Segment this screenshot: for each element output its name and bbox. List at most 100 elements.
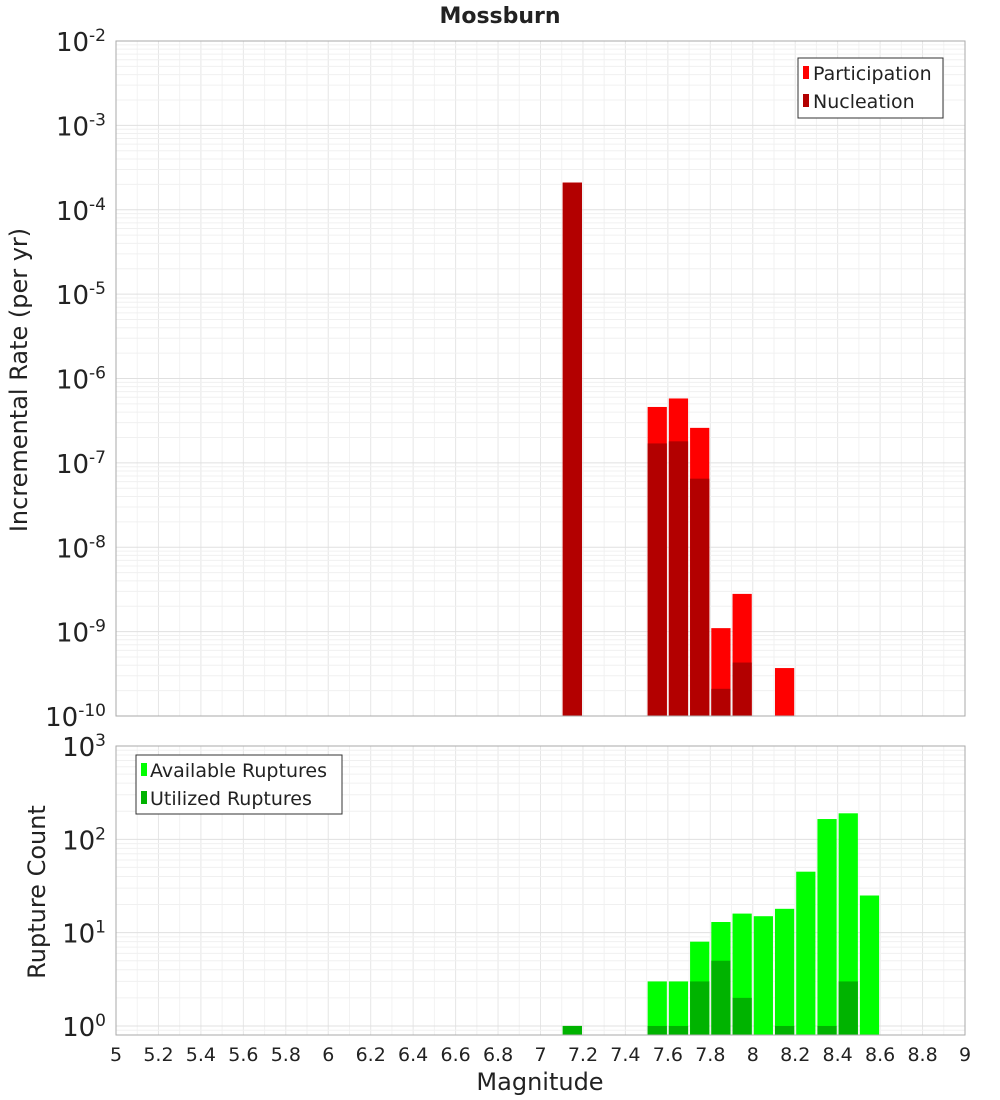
x-tick-label: 5.6 [228, 1044, 258, 1066]
count-bar-available [774, 908, 795, 1035]
rate-y-tick-exponent: -6 [89, 364, 106, 384]
rate-y-tick-base: 10 [56, 112, 89, 142]
x-tick-label: 6.4 [398, 1044, 428, 1066]
rate-y-tick-base: 10 [56, 28, 89, 58]
x-tick-label: 7 [534, 1044, 546, 1066]
rate-y-tick-label: 10-6 [56, 364, 106, 396]
count-legend-box [135, 754, 343, 815]
chart-title: Mossburn [439, 4, 560, 29]
count-bar-available [859, 895, 880, 1035]
x-tick-label: 8.8 [907, 1044, 937, 1066]
x-tick-label: 7.6 [653, 1044, 683, 1066]
count-bar-available [817, 819, 837, 1035]
count-bars [562, 813, 880, 1035]
count-y-tick-base: 10 [62, 1013, 95, 1043]
rate-y-tick-base: 10 [56, 281, 89, 311]
count-bar-utilized [690, 981, 710, 1035]
rate-grid [115, 41, 966, 717]
rate-y-tick-exponent: -3 [89, 110, 106, 130]
rate-y-tick-label: 10-5 [56, 279, 106, 311]
count-y-tick-exponent: 0 [95, 1011, 106, 1031]
rate-y-tick-label: 10-8 [56, 532, 106, 564]
count-y-tick-base: 10 [62, 733, 95, 763]
count-y-tick-label: 101 [62, 918, 106, 950]
rate-y-tick-base: 10 [56, 450, 89, 480]
rate-bar-nucleation [732, 662, 752, 716]
x-tick-label: 6.6 [440, 1044, 470, 1066]
available-legend-label: Available Ruptures [150, 760, 327, 782]
rate-y-tick-exponent: -8 [89, 532, 106, 552]
count-bar-utilized [838, 981, 858, 1035]
rate-y-tick-base: 10 [56, 534, 89, 564]
x-tick-label: 7.4 [610, 1044, 640, 1066]
count-y-tick-label: 103 [62, 731, 106, 763]
count-legend: Available Ruptures Utilized Ruptures [135, 754, 343, 815]
count-bar-available [796, 871, 816, 1035]
rate-bar-nucleation [647, 443, 667, 716]
rate-y-tick-exponent: -7 [89, 448, 106, 468]
count-bar-utilized [668, 1025, 689, 1035]
x-tick-label: 7.8 [695, 1044, 725, 1066]
x-axis-title: Magnitude [476, 1068, 603, 1096]
rate-bar-participation [774, 668, 795, 716]
x-tick-label: 8.6 [865, 1044, 895, 1066]
rate-y-tick-label: 10-4 [56, 195, 106, 227]
rate-y-tick-label: 10-10 [45, 701, 106, 733]
rate-bar-nucleation [562, 182, 582, 716]
rate-y-tick-exponent: -9 [89, 617, 106, 637]
count-bar-available [753, 916, 773, 1035]
rate-legend: Participation Nucleation [797, 57, 944, 119]
x-tick-label: 8 [747, 1044, 759, 1066]
available-legend-swatch [141, 763, 147, 776]
rate-y-tick-base: 10 [56, 197, 89, 227]
count-bar-available [668, 981, 689, 1035]
rate-y-axis-title: Incremental Rate (per yr) [5, 228, 33, 532]
x-tick-label: 5.4 [186, 1044, 216, 1066]
rate-y-tick-exponent: -4 [89, 195, 106, 215]
rate-y-tick-label: 10-2 [56, 26, 106, 58]
count-plot-frame [115, 745, 966, 1036]
rate-bar-nucleation [711, 688, 731, 716]
count-y-tick-base: 10 [62, 826, 95, 856]
count-y-tick-label: 100 [62, 1011, 106, 1043]
count-bar-utilized [732, 997, 752, 1035]
count-bar-utilized [817, 1025, 837, 1035]
participation-legend-label: Participation [813, 63, 932, 85]
participation-legend-swatch [803, 66, 809, 79]
count-y-tick-label: 102 [62, 824, 106, 856]
count-bar-available [838, 813, 858, 1035]
rate-y-tick-exponent: -10 [78, 701, 106, 721]
count-bar-utilized [647, 1025, 667, 1035]
count-y-tick-exponent: 1 [95, 918, 106, 938]
nucleation-legend-swatch [803, 94, 809, 107]
rate-y-tick-label: 10-7 [56, 448, 106, 480]
rate-y-tick-base: 10 [56, 366, 89, 396]
x-tick-label: 6.8 [483, 1044, 513, 1066]
x-tick-label: 9 [959, 1044, 971, 1066]
x-tick-label: 8.4 [823, 1044, 853, 1066]
count-y-tick-exponent: 2 [95, 824, 106, 844]
x-tick-label: 7.2 [568, 1044, 598, 1066]
rate-bar-nucleation [668, 441, 689, 716]
x-tick-label: 5.8 [271, 1044, 301, 1066]
rate-plot-frame [115, 40, 966, 717]
count-bar-available [647, 981, 667, 1035]
x-tick-label: 5 [110, 1044, 122, 1066]
rate-y-tick-exponent: -5 [89, 279, 106, 299]
count-bar-utilized [711, 960, 731, 1035]
rate-bar-nucleation [690, 478, 710, 716]
count-bar-utilized [562, 1025, 582, 1035]
rate-y-tick-label: 10-9 [56, 617, 106, 649]
utilized-legend-swatch [141, 791, 147, 804]
rate-y-tick-exponent: -2 [89, 26, 106, 46]
x-tick-label: 6.2 [356, 1044, 386, 1066]
x-tick-label: 6 [322, 1044, 334, 1066]
rate-bars [562, 182, 795, 716]
rate-y-tick-label: 10-3 [56, 110, 106, 142]
count-bar-utilized [774, 1025, 795, 1035]
